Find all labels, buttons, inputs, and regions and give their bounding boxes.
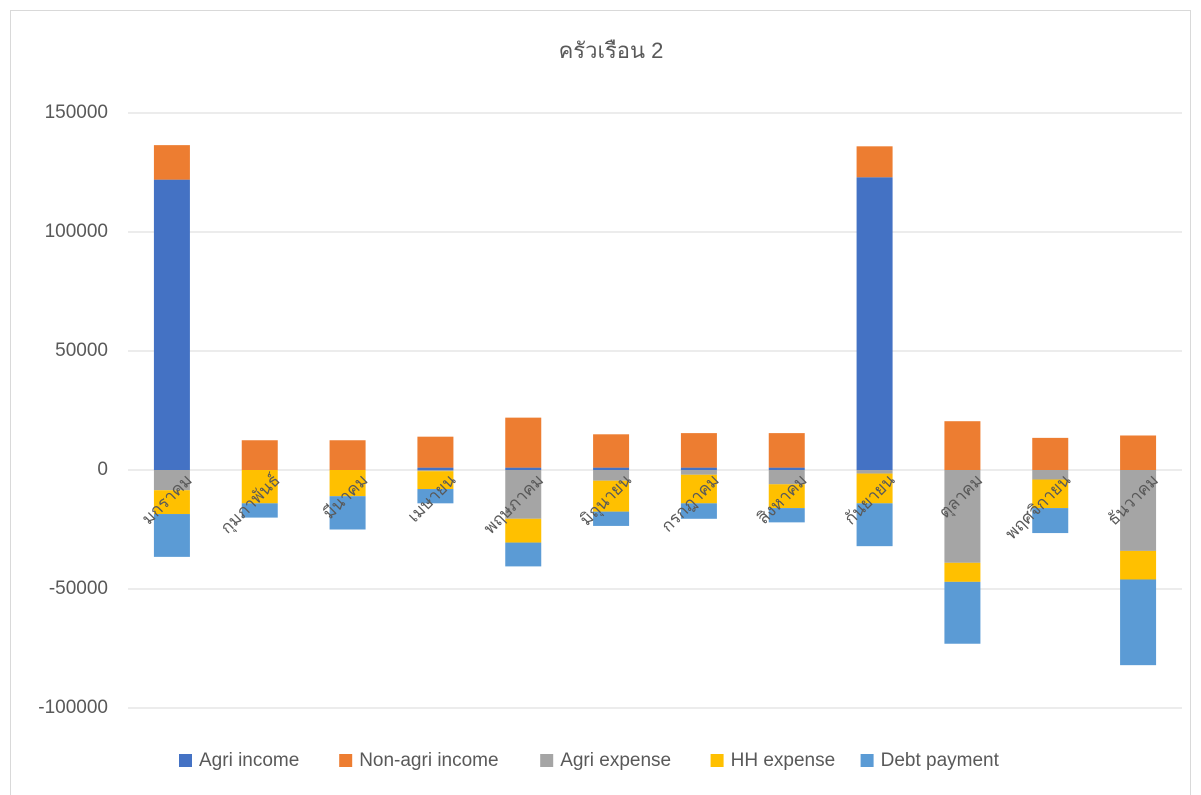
legend-label: Agri income <box>199 750 299 771</box>
chart-title: ครัวเรือน 2 <box>559 38 664 63</box>
bar-segment <box>417 471 454 490</box>
bar-segment <box>153 179 190 470</box>
bar-segment <box>680 470 717 475</box>
bar-segment <box>1120 435 1157 470</box>
bar-segment <box>1032 508 1069 534</box>
y-tick-label: -100000 <box>38 697 108 718</box>
bar-segment <box>153 490 190 515</box>
bar-segment <box>680 433 717 468</box>
legend-label: HH expense <box>731 750 836 771</box>
bar-segment <box>153 145 190 180</box>
bar-segment <box>944 581 981 644</box>
bar-segment <box>593 467 630 470</box>
bar-segment <box>856 473 893 504</box>
bar-segment <box>417 470 454 472</box>
legend-swatch <box>339 754 353 767</box>
bar-segment <box>944 421 981 470</box>
bar-segment <box>856 146 893 178</box>
bar-segment <box>593 434 630 468</box>
bar-segment <box>593 480 630 512</box>
bar-segment <box>680 503 717 519</box>
bar-segment <box>241 440 278 470</box>
bar-segment <box>768 484 805 509</box>
bar-segment <box>505 542 542 567</box>
bar-segment <box>505 417 542 468</box>
bar-segment <box>153 470 190 491</box>
legend-label: Debt payment <box>881 750 1000 771</box>
bar-segment <box>768 508 805 523</box>
bar-segment <box>856 177 893 470</box>
bar-segment <box>768 467 805 470</box>
legend-label: Agri expense <box>560 750 671 771</box>
y-tick-label: -50000 <box>49 578 108 599</box>
bar-segment <box>1032 479 1069 509</box>
bar-segment <box>329 470 366 497</box>
legend-swatch <box>860 754 874 767</box>
bar-segment <box>241 470 278 504</box>
bar-segment <box>768 433 805 468</box>
bar-segment <box>1120 579 1157 666</box>
bar-segment <box>329 496 366 530</box>
bar-segment <box>505 518 542 543</box>
legend-swatch <box>540 754 554 767</box>
bar-segment <box>417 436 454 468</box>
y-tick-label: 150000 <box>45 102 108 123</box>
bar-segment <box>680 467 717 470</box>
bar-segment <box>768 470 805 485</box>
bar-segment <box>417 467 454 470</box>
bar-segment <box>1120 470 1157 551</box>
y-tick-label: 50000 <box>55 340 108 361</box>
bar-segment <box>680 474 717 504</box>
bar-segment <box>593 470 630 481</box>
bar-segment <box>505 467 542 470</box>
bar-segment <box>417 489 454 504</box>
legend-swatch <box>179 754 192 767</box>
y-tick-label: 0 <box>97 459 108 480</box>
legend-swatch <box>710 754 724 767</box>
bar-segment <box>593 511 630 526</box>
y-tick-label: 100000 <box>45 221 108 242</box>
bar-segment <box>329 440 366 470</box>
bar-segment <box>505 470 542 519</box>
bar-segment <box>944 562 981 582</box>
legend-label: Non-agri income <box>359 750 498 771</box>
bar-segment <box>856 470 893 474</box>
bar-segment <box>1032 470 1069 480</box>
bar-segment <box>241 503 278 518</box>
bar-segment <box>856 503 893 547</box>
bar-segment <box>944 470 981 563</box>
bar-segment <box>153 514 190 557</box>
bar-segment <box>1120 550 1157 580</box>
bar-segment <box>1032 437 1069 470</box>
chart-frame <box>10 10 1191 795</box>
